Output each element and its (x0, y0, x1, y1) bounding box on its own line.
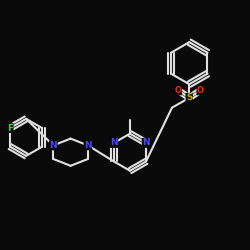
Text: O: O (175, 86, 182, 95)
Text: N: N (84, 141, 92, 150)
Text: N: N (110, 138, 118, 147)
Text: S: S (186, 93, 192, 102)
Text: F: F (7, 124, 13, 132)
Text: O: O (197, 86, 204, 95)
Text: N: N (50, 141, 57, 150)
Text: N: N (142, 138, 150, 147)
